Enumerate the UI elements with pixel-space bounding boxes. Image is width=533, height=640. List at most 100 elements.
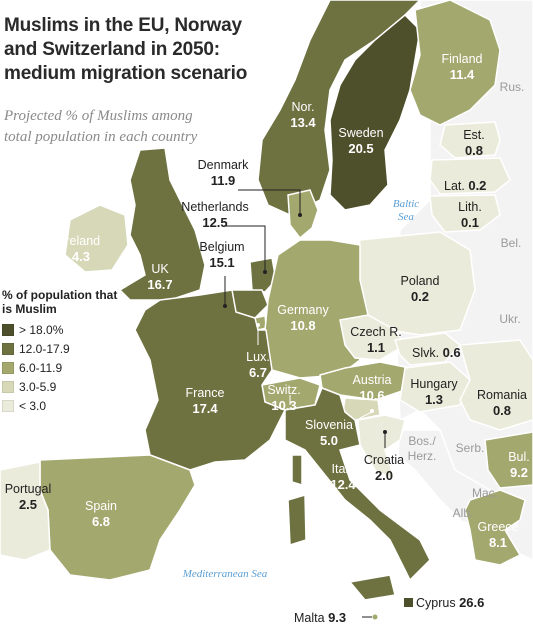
label-sweden: Sweden 20.5 [333, 126, 389, 156]
legend-swatch [2, 323, 14, 336]
label-portugal-value: 2.5 [18, 497, 38, 512]
label-switzerland-value: 10.3 [271, 398, 297, 413]
label-slovakia: Slvk. 0.6 [412, 345, 461, 361]
country-greece [464, 489, 526, 566]
label-portugal-name: Portugal [4, 482, 52, 496]
label-slovenia-value: 5.0 [319, 433, 339, 448]
label-spain-name: Spain [85, 499, 117, 513]
label-czech-name: Czech R. [350, 325, 402, 339]
leader-dot-luxembourg [256, 323, 260, 327]
label-baltic-sea: Baltic Sea [392, 198, 420, 223]
label-spain: Spain 6.8 [75, 499, 127, 529]
label-slovakia-name: Slvk. [412, 346, 440, 360]
legend-row: < 3.0 [2, 396, 122, 415]
country-latvia [429, 157, 511, 195]
label-bulgaria-name: Bul. [508, 450, 530, 464]
country-czech [339, 314, 407, 361]
label-austria-value: 10.6 [359, 388, 385, 403]
legend-swatch [2, 399, 14, 412]
label-bosnia: Bos./ Herz. [407, 434, 437, 463]
label-greece-name: Greece [477, 520, 519, 534]
country-lithuania [429, 194, 501, 233]
label-lithuania-value: 0.1 [460, 215, 480, 230]
label-belgium-name: Belgium [199, 240, 245, 254]
legend-swatch [2, 342, 14, 355]
label-romania-value: 0.8 [492, 403, 512, 418]
legend-label: < 3.0 [19, 398, 47, 413]
country-malta [372, 614, 378, 620]
label-uk-value: 16.7 [147, 277, 173, 292]
label-ireland-value: 4.3 [71, 249, 91, 264]
label-malta-value: 9.3 [328, 610, 347, 625]
island-corsica [291, 454, 303, 487]
label-austria: Austria 10.6 [344, 373, 400, 403]
label-poland-value: 0.2 [410, 289, 430, 304]
island-sardinia [287, 494, 307, 547]
label-uk: UK 16.7 [138, 262, 182, 292]
label-sweden-value: 20.5 [348, 141, 374, 156]
legend-label: 6.0-11.9 [19, 360, 63, 375]
legend-title: % of population that is Muslim [2, 288, 118, 316]
country-cyprus [404, 598, 413, 607]
country-romania [459, 339, 533, 431]
label-romania-name: Romania [476, 388, 528, 402]
legend: % of population that is Muslim > 18.0% 1… [2, 288, 122, 415]
label-norway-value: 13.4 [290, 115, 316, 130]
label-denmark: Denmark 11.9 [188, 158, 258, 188]
label-italy-name: Italy [331, 462, 355, 476]
label-denmark-value: 11.9 [210, 173, 236, 188]
label-serbia: Serb. [455, 441, 485, 455]
label-romania: Romania 0.8 [470, 388, 533, 418]
label-belgium-value: 15.1 [209, 255, 235, 270]
legend-row: 6.0-11.9 [2, 358, 122, 377]
label-ukraine: Ukr. [499, 312, 521, 326]
label-luxembourg: Lux. 6.7 [240, 350, 276, 380]
label-netherlands-name: Netherlands [181, 200, 249, 214]
country-uk [118, 147, 206, 301]
country-estonia [439, 121, 501, 159]
country-italy [284, 387, 431, 582]
label-germany-value: 10.8 [290, 318, 316, 333]
label-cyprus-value: 26.6 [459, 595, 485, 610]
country-portugal [0, 461, 51, 561]
label-hungary-value: 1.3 [424, 392, 444, 407]
label-estonia-value: 0.8 [464, 143, 484, 158]
label-portugal: Portugal 2.5 [0, 482, 56, 512]
label-macedonia: Mac. [471, 486, 498, 500]
country-bulgaria [484, 431, 533, 489]
label-uk-name: UK [151, 262, 169, 276]
label-russia: Rus. [499, 80, 525, 94]
label-mediterranean-sea: Mediterranean Sea [182, 568, 268, 580]
label-netherlands-value: 12.5 [202, 215, 228, 230]
label-latvia: Lat. 0.2 [444, 178, 486, 194]
label-croatia: Croatia 2.0 [356, 453, 412, 483]
leader-dot-croatia [383, 430, 387, 434]
leader-dot-denmark [298, 213, 302, 217]
label-sweden-name: Sweden [338, 126, 384, 140]
label-ireland: Ireland 4.3 [56, 234, 106, 264]
legend-row: 12.0-17.9 [2, 339, 122, 358]
label-malta: Malta 9.3 [294, 610, 346, 626]
label-germany: Germany 10.8 [270, 303, 336, 333]
legend-label: 3.0-5.9 [19, 379, 57, 394]
leader-dot-belgium [223, 304, 227, 308]
map-subtitle: Projected % of Muslims among total popul… [4, 108, 198, 145]
label-luxembourg-name: Lux. [246, 350, 270, 364]
leader-line-netherlands [225, 225, 266, 272]
label-switzerland-name: Switz. [267, 383, 301, 397]
label-italy: Italy 12.4 [320, 462, 366, 492]
label-bulgaria: Bul. 9.2 [504, 450, 533, 480]
label-malta-name: Malta [294, 611, 325, 625]
label-poland-name: Poland [400, 274, 440, 288]
label-finland-name: Finland [441, 52, 483, 66]
label-belgium: Belgium 15.1 [192, 240, 252, 270]
legend-label: > 18.0% [19, 322, 64, 337]
label-finland: Finland 11.4 [432, 52, 492, 82]
legend-row: 3.0-5.9 [2, 377, 122, 396]
label-france-name: France [185, 386, 225, 400]
label-croatia-value: 2.0 [374, 468, 394, 483]
label-denmark-name: Denmark [197, 158, 249, 172]
label-hungary-name: Hungary [410, 377, 458, 391]
label-albania: Alb. [452, 506, 474, 520]
